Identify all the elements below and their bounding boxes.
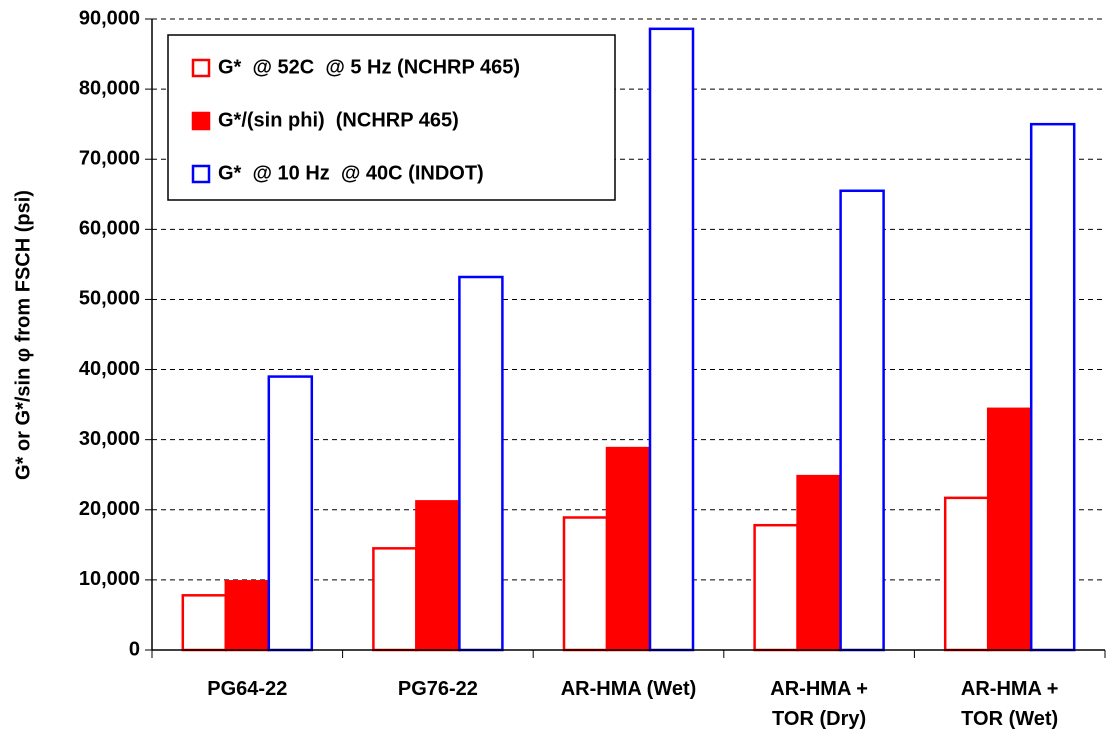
bar [605,446,652,652]
y-tick-label: 80,000 [79,77,140,99]
legend-marker [191,58,211,78]
bar [943,496,990,652]
legend-label: G* @ 52C @ 5 Hz (NCHRP 465) [218,56,520,78]
x-tick-label: AR-HMA (Wet) [560,678,697,700]
bar [372,547,418,652]
bar [753,523,799,652]
y-tick-label: 60,000 [79,218,140,240]
x-tick-label: PG76-22 [397,678,478,700]
y-tick-label: 10,000 [79,568,140,590]
bar [415,500,461,652]
y-tick-label: 70,000 [79,148,140,170]
bar [562,516,609,652]
bar [181,594,228,652]
y-tick-label: 90,000 [79,7,140,29]
bar [224,580,271,652]
legend-marker [191,164,211,184]
y-axis-label: G* or G*/sin φ from FSCH (psi) [12,190,34,480]
legend-marker [191,111,211,131]
legend-label: G*/(sin phi) (NCHRP 465) [218,109,459,131]
legend-label: G* @ 10 Hz @ 40C (INDOT) [218,162,484,184]
bar [796,474,842,652]
y-tick-label: 40,000 [79,358,140,380]
bar [1029,122,1076,652]
y-tick-label: 0 [129,638,140,660]
bar [648,27,695,652]
y-tick-label: 20,000 [79,498,140,520]
x-tick-label: AR-HMA + TOR (Wet) [960,678,1059,730]
y-tick-label: 50,000 [79,288,140,310]
bar [839,189,885,652]
legend-box [167,34,616,201]
bar [267,375,314,652]
y-tick-label: 30,000 [79,428,140,450]
x-tick-label: AR-HMA + TOR (Dry) [770,678,868,730]
bar [458,275,504,652]
x-tick-label: PG64-22 [207,678,288,700]
bar [986,407,1033,652]
